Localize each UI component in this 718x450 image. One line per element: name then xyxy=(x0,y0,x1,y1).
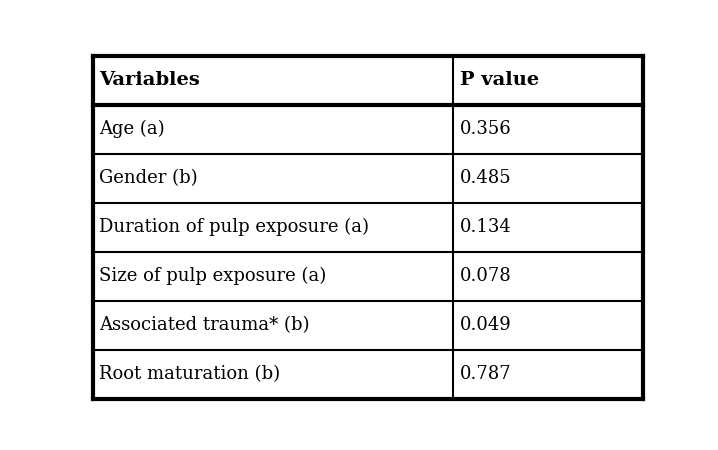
Text: Variables: Variables xyxy=(99,71,200,89)
Text: 0.134: 0.134 xyxy=(460,218,512,236)
Text: Size of pulp exposure (a): Size of pulp exposure (a) xyxy=(99,267,327,285)
Text: Duration of pulp exposure (a): Duration of pulp exposure (a) xyxy=(99,218,369,236)
Text: 0.787: 0.787 xyxy=(460,365,512,383)
Text: 0.078: 0.078 xyxy=(460,267,512,285)
Text: Root maturation (b): Root maturation (b) xyxy=(99,365,280,383)
Text: 0.485: 0.485 xyxy=(460,169,512,187)
Text: Associated trauma* (b): Associated trauma* (b) xyxy=(99,316,309,334)
Text: Gender (b): Gender (b) xyxy=(99,169,198,187)
Text: Age (a): Age (a) xyxy=(99,120,165,138)
Text: P value: P value xyxy=(460,71,539,89)
Text: 0.049: 0.049 xyxy=(460,316,512,334)
Text: 0.356: 0.356 xyxy=(460,120,512,138)
